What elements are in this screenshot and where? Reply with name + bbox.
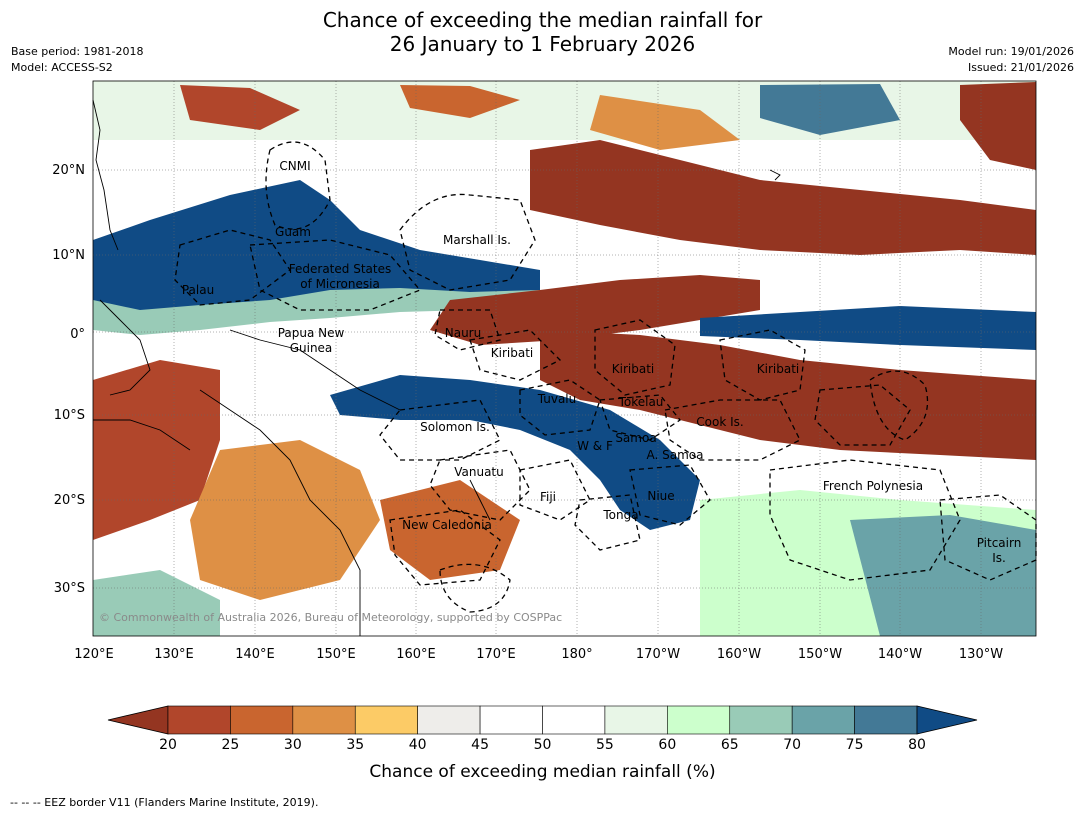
- colorbar-segment: [417, 705, 481, 735]
- region-label: Kiribati: [757, 362, 799, 376]
- lat-label: 0°: [70, 327, 85, 342]
- lat-label: 20°S: [54, 493, 85, 508]
- colorbar-segment: [230, 705, 294, 735]
- region-label: Fiji: [540, 490, 556, 504]
- lon-label: 120°E: [74, 647, 114, 662]
- colorbar-tick-label: 20: [159, 737, 177, 753]
- region-label: Kiribati: [491, 346, 533, 360]
- region-label: Tonga: [602, 508, 638, 522]
- colorbar-title: Chance of exceeding median rainfall (%): [369, 762, 716, 782]
- lon-label: 150°E: [316, 647, 356, 662]
- model-run-label: Model run: 19/01/2026: [948, 45, 1074, 58]
- region-label: Cook Is.: [696, 415, 743, 429]
- colorbar-tick-label: 55: [595, 737, 614, 753]
- colorbar-tick-label: 25: [221, 737, 240, 753]
- map-frame: [92, 80, 1037, 637]
- lon-label: 160°W: [717, 647, 761, 662]
- lon-label: 170°W: [636, 647, 680, 662]
- region-label: Nauru: [445, 326, 481, 340]
- region-label: Papua New: [278, 326, 345, 340]
- lon-label: 170°E: [476, 647, 516, 662]
- colorbar-tick-label: 50: [533, 737, 552, 753]
- lat-label: 10°N: [52, 248, 85, 263]
- colorbar: [107, 705, 978, 735]
- region-label: Kiribati: [612, 362, 654, 376]
- lon-label: 140°E: [235, 647, 275, 662]
- eez-legend-note: -- -- -- EEZ border V11 (Flanders Marine…: [10, 796, 319, 809]
- region-label: Samoa: [615, 431, 656, 445]
- colorbar-segment: [542, 705, 606, 735]
- colorbar-segment: [854, 705, 918, 735]
- lon-label: 130°W: [959, 647, 1003, 662]
- colorbar-tick-label: 30: [283, 737, 302, 753]
- colorbar-tick-label: 35: [346, 737, 365, 753]
- region-label: Pitcairn: [977, 536, 1022, 550]
- region-label: Guam: [275, 225, 311, 239]
- coastlines: [92, 99, 781, 636]
- colorbar-segment: [729, 705, 793, 735]
- colorbar-segment: [167, 705, 231, 735]
- colorbar-extend-low: [107, 705, 169, 735]
- region-label: Solomon Is.: [420, 420, 490, 434]
- lon-label: 140°W: [878, 647, 922, 662]
- region-label: Federated States: [289, 262, 391, 276]
- region-label: CNMI: [279, 159, 310, 173]
- colorbar-tick-label: 70: [783, 737, 802, 753]
- colorbar-tick-label: 75: [845, 737, 864, 753]
- region-label: Tuvalu: [537, 392, 577, 406]
- lon-label: 160°E: [396, 647, 436, 662]
- region-label: Tokelau: [618, 395, 664, 409]
- region-label: Is.: [992, 551, 1006, 565]
- region-label: New Caledonia: [402, 518, 492, 532]
- region-label: Palau: [182, 283, 214, 297]
- colorbar-tick-label: 60: [658, 737, 677, 753]
- region-label: Vanuatu: [454, 465, 504, 479]
- colorbar-extend-high: [916, 705, 978, 735]
- colorbar-tick-label: 40: [408, 737, 427, 753]
- region-label: of Micronesia: [300, 277, 380, 291]
- region-label: Niue: [647, 489, 674, 503]
- colorbar-tick-label: 45: [471, 737, 489, 753]
- region-label: French Polynesia: [823, 479, 923, 493]
- longitude-labels: 120°E 130°E 140°E 150°E 160°E 170°E 180°…: [74, 647, 1003, 662]
- graticule: [93, 81, 1036, 636]
- colorbar-segment: [354, 705, 418, 735]
- map-field: [93, 81, 1036, 636]
- region-label: W & F: [577, 439, 613, 453]
- copyright-label: © Commonwealth of Australia 2026, Bureau…: [99, 611, 562, 624]
- colorbar-segment: [292, 705, 356, 735]
- region-label: A. Samoa: [647, 448, 704, 462]
- rainfall-map: CNMI Guam Marshall Is. Federated States …: [52, 80, 1037, 662]
- region-label: Guinea: [290, 341, 333, 355]
- colorbar-segment: [604, 705, 668, 735]
- title-line-1: Chance of exceeding the median rainfall …: [322, 8, 763, 32]
- colorbar-tick-label: 80: [908, 737, 926, 753]
- issued-label: Issued: 21/01/2026: [967, 61, 1074, 74]
- lat-label: 10°S: [54, 408, 85, 423]
- colorbar-segment: [791, 705, 855, 735]
- colorbar-segment: [667, 705, 731, 735]
- latitude-labels: 20°N 10°N 0° 10°S 20°S 30°S: [52, 163, 85, 596]
- colorbar-tick-label: 65: [720, 737, 739, 753]
- region-label: Marshall Is.: [443, 233, 511, 247]
- lat-label: 30°S: [54, 581, 85, 596]
- title-line-2: 26 January to 1 February 2026: [389, 32, 696, 56]
- colorbar-segment: [479, 705, 543, 735]
- region-labels: CNMI Guam Marshall Is. Federated States …: [182, 159, 1021, 565]
- lon-label: 130°E: [154, 647, 194, 662]
- model-label: Model: ACCESS-S2: [11, 61, 113, 74]
- lon-label: 150°W: [798, 647, 842, 662]
- lon-label: 180°: [561, 647, 592, 662]
- base-period-label: Base period: 1981-2018: [11, 45, 144, 58]
- lat-label: 20°N: [52, 163, 85, 178]
